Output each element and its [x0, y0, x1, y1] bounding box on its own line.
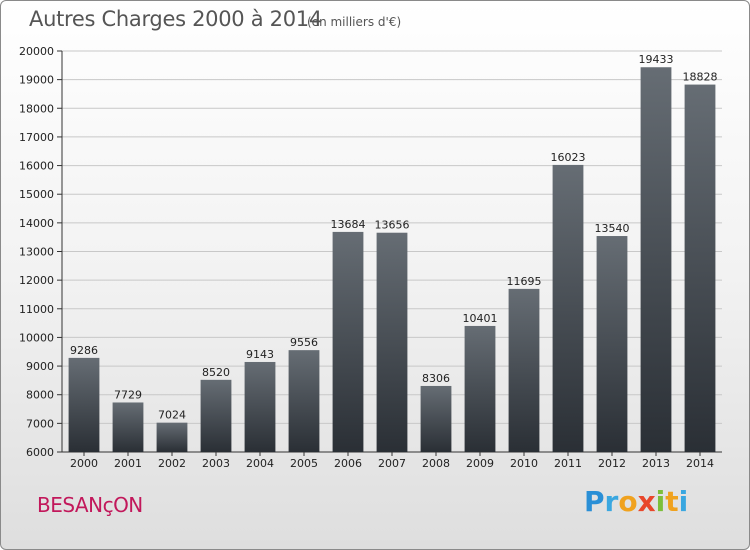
value-label: 13684	[331, 218, 366, 231]
bar-2003	[200, 379, 232, 452]
bar-2008	[420, 385, 452, 452]
proxiti-logo: Proxiti	[584, 485, 688, 518]
x-tick-label: 2011	[554, 457, 582, 470]
y-tick-label: 6000	[26, 446, 54, 459]
x-tick-label: 2000	[70, 457, 98, 470]
x-tick-label: 2003	[202, 457, 230, 470]
city-name: BESANçON	[37, 493, 143, 517]
bar-2007	[376, 232, 408, 452]
bar-2010	[508, 288, 540, 452]
value-label: 19433	[639, 53, 674, 66]
x-tick-label: 2008	[422, 457, 450, 470]
value-label: 10401	[463, 312, 498, 325]
chart-subtitle: (en milliers d'€)	[307, 15, 402, 29]
chart-title: Autres Charges 2000 à 2014	[29, 7, 322, 31]
bar-2004	[244, 361, 276, 452]
x-tick-label: 2014	[686, 457, 714, 470]
logo-letter: i	[678, 485, 689, 518]
x-tick-label: 2004	[246, 457, 274, 470]
axes: 6000 7000 8000 9000 10000 11000 12000 13000 1400…	[19, 45, 722, 470]
y-tick-label: 13000	[19, 246, 54, 259]
value-label: 13540	[595, 222, 630, 235]
y-tick-label: 18000	[19, 102, 54, 115]
bar-2002	[156, 422, 188, 452]
bars	[68, 67, 716, 452]
x-tick-label: 2002	[158, 457, 186, 470]
bar-2013	[640, 67, 672, 452]
bar-2005	[288, 350, 320, 452]
bar-2009	[464, 325, 496, 452]
x-tick-label: 2009	[466, 457, 494, 470]
x-tick-label: 2012	[598, 457, 626, 470]
y-tick-label: 8000	[26, 389, 54, 402]
logo-letter: o	[618, 485, 638, 518]
value-label: 9286	[70, 344, 98, 357]
x-tick-label: 2007	[378, 457, 406, 470]
value-labels: 9286 7729 7024 8520 9143 9556 13684 13656 8306 10…	[70, 53, 718, 421]
x-tick-label: 2005	[290, 457, 318, 470]
y-tick-label: 19000	[19, 74, 54, 87]
bar-2012	[596, 236, 628, 452]
bar-2014	[684, 84, 716, 452]
y-tick-label: 7000	[26, 417, 54, 430]
logo-letter: t	[665, 485, 679, 518]
x-tick-label: 2010	[510, 457, 538, 470]
bar-2000	[68, 357, 100, 452]
x-tick-label: 2013	[642, 457, 670, 470]
logo-letter: i	[655, 485, 666, 518]
value-label: 7729	[114, 388, 142, 401]
logo-letter: r	[604, 485, 619, 518]
y-tick-label: 11000	[19, 303, 54, 316]
logo-letter: P	[584, 485, 605, 518]
value-label: 8520	[202, 366, 230, 379]
bar-2006	[332, 231, 364, 452]
logo-letter: x	[637, 485, 656, 518]
value-label: 11695	[507, 275, 542, 288]
value-label: 16023	[551, 151, 586, 164]
value-label: 9143	[246, 348, 274, 361]
bar-2001	[112, 402, 144, 452]
bar-2011	[552, 164, 584, 452]
value-label: 9556	[290, 336, 318, 349]
x-tick-label: 2006	[334, 457, 362, 470]
y-tick-label: 15000	[19, 188, 54, 201]
value-label: 8306	[422, 372, 450, 385]
value-label: 7024	[158, 409, 186, 422]
value-label: 18828	[683, 71, 718, 84]
y-tick-label: 16000	[19, 160, 54, 173]
y-tick-label: 14000	[19, 217, 54, 230]
y-tick-label: 20000	[19, 45, 54, 58]
y-tick-label: 10000	[19, 331, 54, 344]
x-tick-label: 2001	[114, 457, 142, 470]
y-tick-label: 12000	[19, 274, 54, 287]
y-tick-label: 17000	[19, 131, 54, 144]
y-tick-label: 9000	[26, 360, 54, 373]
value-label: 13656	[375, 219, 410, 232]
